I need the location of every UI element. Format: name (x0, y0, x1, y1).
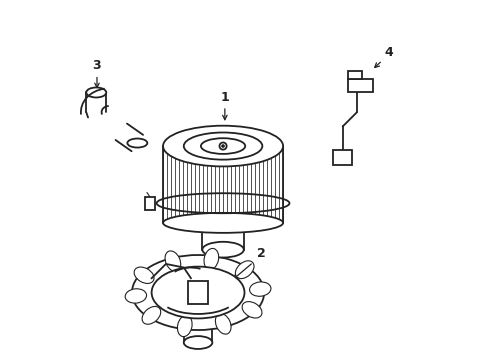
Bar (333, 150, 351, 165)
Ellipse shape (151, 267, 244, 319)
Ellipse shape (203, 248, 218, 270)
Ellipse shape (242, 302, 262, 318)
Ellipse shape (163, 213, 283, 233)
Ellipse shape (183, 132, 262, 159)
Ellipse shape (163, 126, 283, 166)
Text: 4: 4 (384, 46, 392, 59)
Text: 2: 2 (257, 247, 265, 260)
Bar (347, 79, 373, 93)
Circle shape (221, 145, 224, 148)
Circle shape (219, 143, 226, 150)
Ellipse shape (142, 306, 161, 324)
Ellipse shape (183, 336, 212, 349)
Ellipse shape (249, 282, 270, 296)
Bar (347, 71, 361, 79)
Ellipse shape (165, 251, 181, 271)
Ellipse shape (86, 87, 106, 98)
Ellipse shape (177, 315, 192, 337)
Ellipse shape (202, 242, 244, 257)
Bar (188, 281, 207, 304)
Ellipse shape (132, 255, 264, 330)
Ellipse shape (134, 267, 154, 283)
Ellipse shape (127, 139, 147, 148)
Ellipse shape (201, 138, 244, 154)
Ellipse shape (125, 289, 146, 303)
Text: 3: 3 (92, 59, 101, 72)
Ellipse shape (235, 261, 253, 279)
Text: 1: 1 (220, 91, 229, 104)
Ellipse shape (215, 314, 230, 334)
Bar (144, 197, 155, 210)
